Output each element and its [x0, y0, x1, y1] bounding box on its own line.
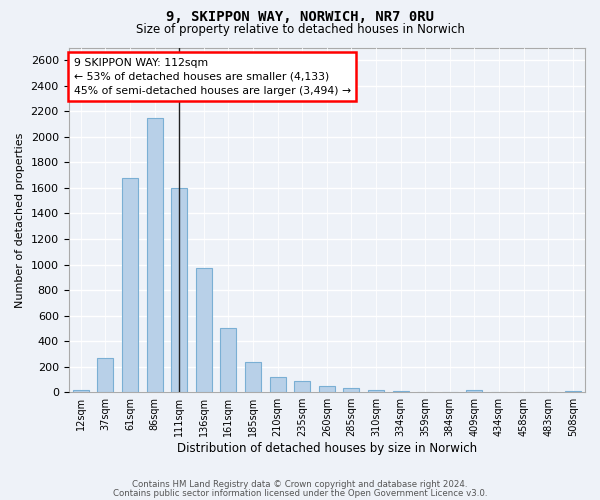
Bar: [294, 380, 310, 392]
Bar: [171, 188, 187, 392]
Bar: [97, 358, 113, 392]
Text: 9, SKIPPON WAY, NORWICH, NR7 0RU: 9, SKIPPON WAY, NORWICH, NR7 0RU: [166, 10, 434, 24]
Bar: [343, 388, 359, 392]
Bar: [73, 390, 89, 392]
Bar: [245, 362, 261, 392]
Bar: [319, 386, 335, 392]
Bar: [565, 391, 581, 392]
Text: Contains public sector information licensed under the Open Government Licence v3: Contains public sector information licen…: [113, 488, 487, 498]
Bar: [146, 118, 163, 392]
Text: 9 SKIPPON WAY: 112sqm
← 53% of detached houses are smaller (4,133)
45% of semi-d: 9 SKIPPON WAY: 112sqm ← 53% of detached …: [74, 58, 351, 96]
Bar: [220, 328, 236, 392]
Bar: [122, 178, 138, 392]
Bar: [269, 377, 286, 392]
Bar: [466, 390, 482, 392]
Bar: [368, 390, 384, 392]
Text: Contains HM Land Registry data © Crown copyright and database right 2024.: Contains HM Land Registry data © Crown c…: [132, 480, 468, 489]
Y-axis label: Number of detached properties: Number of detached properties: [15, 132, 25, 308]
X-axis label: Distribution of detached houses by size in Norwich: Distribution of detached houses by size …: [177, 442, 477, 455]
Text: Size of property relative to detached houses in Norwich: Size of property relative to detached ho…: [136, 22, 464, 36]
Bar: [392, 391, 409, 392]
Bar: [196, 268, 212, 392]
